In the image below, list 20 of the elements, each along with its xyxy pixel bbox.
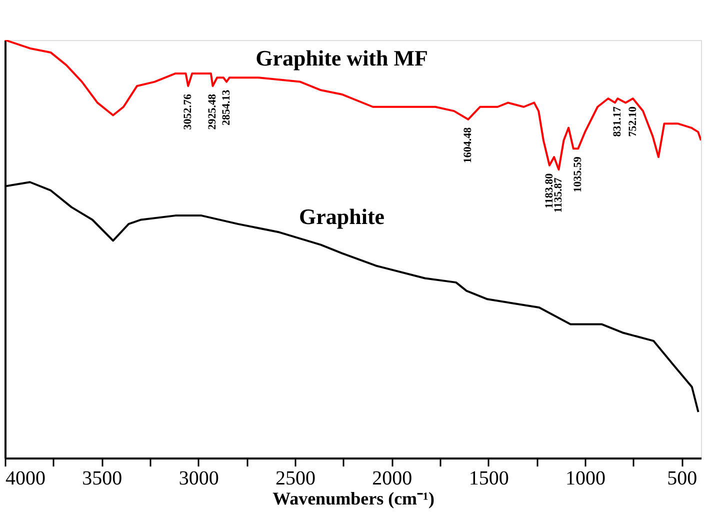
x-tick-label: 2000 bbox=[372, 468, 412, 490]
annotation: 831.17 bbox=[612, 106, 624, 137]
x-axis-title: Wavenumbers (cm⁻¹) bbox=[272, 488, 434, 508]
annotation: 752.10 bbox=[626, 106, 639, 137]
annotation: 3052.76 bbox=[182, 93, 194, 130]
annotation: 1035.59 bbox=[572, 156, 584, 192]
x-tick-label: 1000 bbox=[566, 468, 606, 490]
annotation: 2925.48 bbox=[206, 93, 219, 130]
annotation: 2854.13 bbox=[220, 89, 233, 126]
annotation: 1604.48 bbox=[462, 126, 474, 164]
x-tick-label: 3500 bbox=[82, 468, 122, 490]
x-tick-label: 500 bbox=[667, 468, 698, 490]
x-tick-label: 1500 bbox=[468, 468, 509, 490]
x-tick-label: 3000 bbox=[178, 468, 219, 490]
x-tick-label: 4000 bbox=[6, 468, 46, 490]
annotation: 1135.87 bbox=[552, 177, 565, 213]
annotation: 1183.80 bbox=[543, 172, 556, 209]
x-tick-label: 2500 bbox=[276, 468, 316, 490]
series-label: Graphite bbox=[299, 204, 385, 230]
series-label: Graphite with MF bbox=[256, 45, 428, 70]
